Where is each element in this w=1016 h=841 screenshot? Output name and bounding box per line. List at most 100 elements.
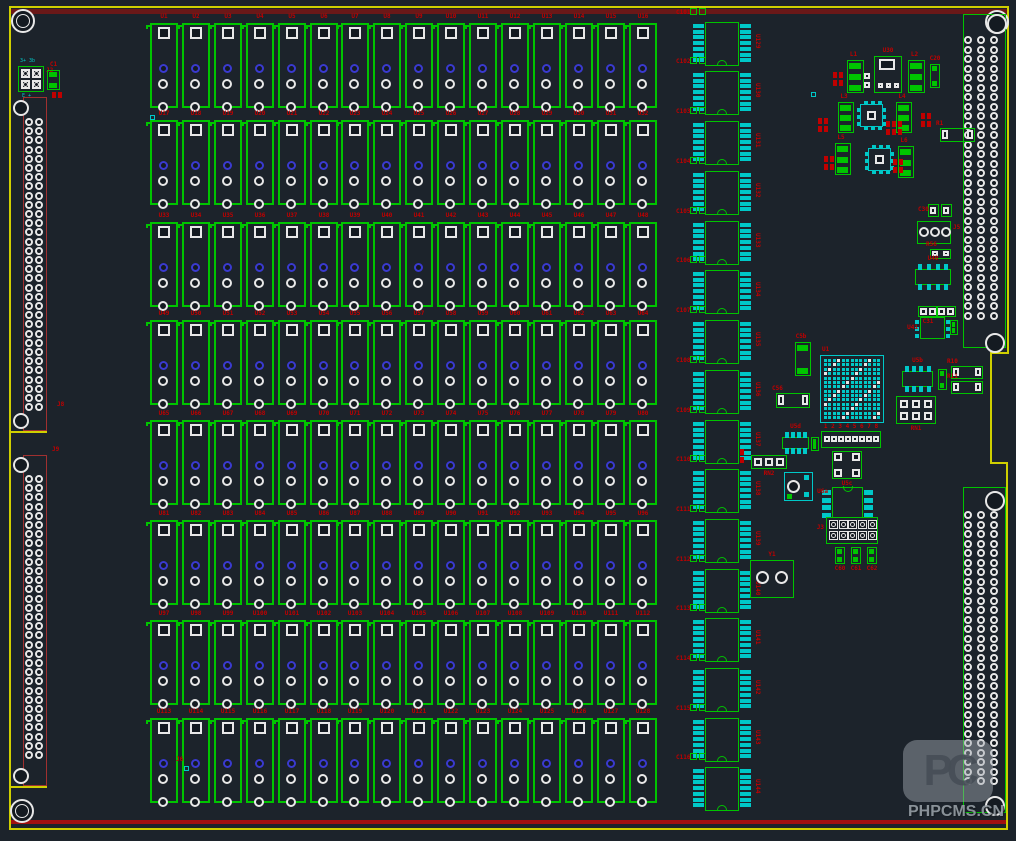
relay-footprint[interactable]: U68 xyxy=(242,411,274,510)
relay-footprint[interactable]: U65 xyxy=(146,411,178,510)
relay-footprint[interactable]: U83 xyxy=(210,511,242,610)
relay-footprint[interactable]: U70 xyxy=(306,411,338,510)
relay-footprint[interactable]: U112 xyxy=(625,611,657,710)
relay-footprint[interactable]: U54 xyxy=(306,311,338,410)
soic-ic[interactable]: C110 U138 xyxy=(676,455,786,517)
relay-footprint[interactable]: U40 xyxy=(369,213,401,312)
relay-footprint[interactable]: U88 xyxy=(369,511,401,610)
soic-ic[interactable]: C103 U131 xyxy=(676,107,786,169)
relay-footprint[interactable]: U63 xyxy=(593,311,625,410)
relay-footprint[interactable]: U37 xyxy=(274,213,306,312)
relay-footprint[interactable]: U51 xyxy=(210,311,242,410)
relay-footprint[interactable]: U20 xyxy=(242,111,274,210)
relay-footprint[interactable]: U101 xyxy=(274,611,306,710)
relay-footprint[interactable]: U24 xyxy=(369,111,401,210)
relay-footprint[interactable]: U12 xyxy=(497,14,529,113)
relay-footprint[interactable]: U92 xyxy=(497,511,529,610)
relay-footprint[interactable]: U110 xyxy=(561,611,593,710)
relay-footprint[interactable]: U36 xyxy=(242,213,274,312)
relay-footprint[interactable]: U81 xyxy=(146,511,178,610)
relay-footprint[interactable]: U7 xyxy=(337,14,369,113)
relay-footprint[interactable]: U56 xyxy=(369,311,401,410)
relay-footprint[interactable]: U22 xyxy=(306,111,338,210)
relay-footprint[interactable]: U2 xyxy=(178,14,210,113)
relay-footprint[interactable]: U126 xyxy=(561,709,593,808)
relay-footprint[interactable]: U100 xyxy=(242,611,274,710)
relay-footprint[interactable]: U86 xyxy=(306,511,338,610)
soic-ic[interactable]: C104 U132 xyxy=(676,157,786,219)
relay-footprint[interactable]: U15 xyxy=(593,14,625,113)
relay-footprint[interactable]: U33 xyxy=(146,213,178,312)
relay-footprint[interactable]: U109 xyxy=(529,611,561,710)
relay-footprint[interactable]: U118 xyxy=(306,709,338,808)
relay-footprint[interactable]: U41 xyxy=(401,213,433,312)
relay-footprint[interactable]: U16 xyxy=(625,14,657,113)
relay-footprint[interactable]: U46 xyxy=(561,213,593,312)
relay-footprint[interactable]: U89 xyxy=(401,511,433,610)
relay-footprint[interactable]: U128 xyxy=(625,709,657,808)
relay-footprint[interactable]: U43 xyxy=(465,213,497,312)
soic-ic[interactable]: C111 U139 xyxy=(676,505,786,567)
relay-footprint[interactable]: U90 xyxy=(433,511,465,610)
relay-footprint[interactable]: U99 xyxy=(210,611,242,710)
relay-footprint[interactable]: U107 xyxy=(465,611,497,710)
relay-footprint[interactable]: U85 xyxy=(274,511,306,610)
relay-footprint[interactable]: U44 xyxy=(497,213,529,312)
relay-footprint[interactable]: U98 xyxy=(178,611,210,710)
relay-footprint[interactable]: U111 xyxy=(593,611,625,710)
relay-footprint[interactable]: U49 xyxy=(146,311,178,410)
relay-footprint[interactable]: U61 xyxy=(529,311,561,410)
relay-footprint[interactable]: U73 xyxy=(401,411,433,510)
relay-footprint[interactable]: U17 xyxy=(146,111,178,210)
relay-footprint[interactable]: U27 xyxy=(465,111,497,210)
relay-footprint[interactable]: U120 xyxy=(369,709,401,808)
relay-footprint[interactable]: U31 xyxy=(593,111,625,210)
relay-footprint[interactable]: U50 xyxy=(178,311,210,410)
relay-footprint[interactable]: U97 xyxy=(146,611,178,710)
relay-footprint[interactable]: U35 xyxy=(210,213,242,312)
relay-footprint[interactable]: U87 xyxy=(337,511,369,610)
relay-footprint[interactable]: U30 xyxy=(561,111,593,210)
relay-footprint[interactable]: U53 xyxy=(274,311,306,410)
relay-footprint[interactable]: U93 xyxy=(529,511,561,610)
relay-footprint[interactable]: U79 xyxy=(593,411,625,510)
relay-footprint[interactable]: U60 xyxy=(497,311,529,410)
relay-footprint[interactable]: U106 xyxy=(433,611,465,710)
relay-footprint[interactable]: U105 xyxy=(401,611,433,710)
relay-footprint[interactable]: U64 xyxy=(625,311,657,410)
soic-ic[interactable]: C102 U130 xyxy=(676,57,786,119)
relay-footprint[interactable]: U113 xyxy=(146,709,178,808)
relay-footprint[interactable]: U71 xyxy=(337,411,369,510)
relay-footprint[interactable]: U5 xyxy=(274,14,306,113)
relay-footprint[interactable]: U125 xyxy=(529,709,561,808)
soic-ic[interactable]: C114 U142 xyxy=(676,654,786,716)
relay-footprint[interactable]: U42 xyxy=(433,213,465,312)
relay-footprint[interactable]: U67 xyxy=(210,411,242,510)
relay-footprint[interactable]: U8 xyxy=(369,14,401,113)
relay-footprint[interactable]: U34 xyxy=(178,213,210,312)
soic-ic[interactable]: C107 U135 xyxy=(676,306,786,368)
soic-ic[interactable]: C101 U129 xyxy=(676,8,786,70)
relay-footprint[interactable]: U55 xyxy=(337,311,369,410)
relay-footprint[interactable]: U72 xyxy=(369,411,401,510)
relay-footprint[interactable]: U6 xyxy=(306,14,338,113)
relay-footprint[interactable]: U102 xyxy=(306,611,338,710)
relay-footprint[interactable]: U3 xyxy=(210,14,242,113)
relay-footprint[interactable]: U84 xyxy=(242,511,274,610)
relay-footprint[interactable]: U62 xyxy=(561,311,593,410)
relay-footprint[interactable]: U69 xyxy=(274,411,306,510)
relay-footprint[interactable]: U94 xyxy=(561,511,593,610)
relay-footprint[interactable]: U1 xyxy=(146,14,178,113)
relay-footprint[interactable]: U39 xyxy=(337,213,369,312)
relay-footprint[interactable]: U119 xyxy=(337,709,369,808)
relay-footprint[interactable]: U116 xyxy=(242,709,274,808)
relay-footprint[interactable]: U124 xyxy=(497,709,529,808)
relay-footprint[interactable]: U108 xyxy=(497,611,529,710)
relay-footprint[interactable]: U32 xyxy=(625,111,657,210)
relay-footprint[interactable]: U23 xyxy=(337,111,369,210)
relay-footprint[interactable]: U96 xyxy=(625,511,657,610)
relay-footprint[interactable]: U117 xyxy=(274,709,306,808)
relay-footprint[interactable]: U9 xyxy=(401,14,433,113)
relay-footprint[interactable]: U123 xyxy=(465,709,497,808)
